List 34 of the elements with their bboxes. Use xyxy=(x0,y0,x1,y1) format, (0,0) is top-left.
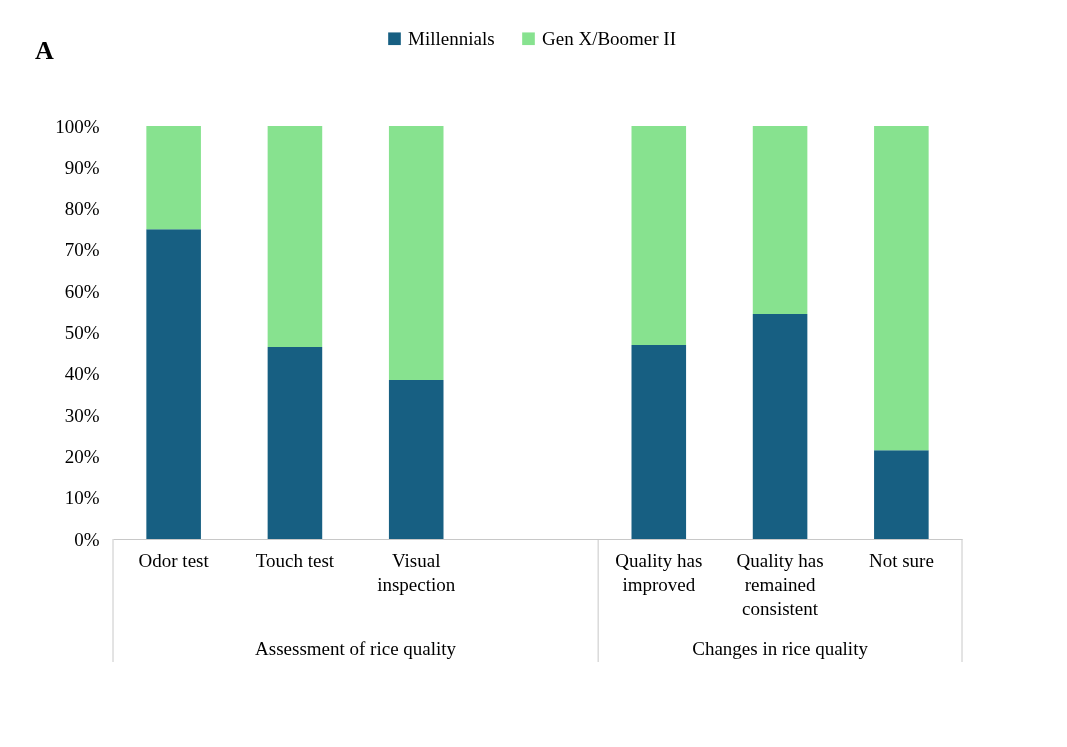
text: Changes in rice quality xyxy=(692,638,869,659)
x-tick-label: Not sure xyxy=(868,549,934,571)
text: Assessment of rice quality xyxy=(255,638,457,659)
legend-label: Millennials xyxy=(408,27,495,49)
x-tick-label: Quality has remained consistent xyxy=(736,549,824,619)
bar xyxy=(146,229,201,539)
x-tick-label: Touch test xyxy=(255,549,335,571)
bar xyxy=(267,126,323,347)
bar xyxy=(267,346,323,539)
bar xyxy=(388,126,444,380)
y-tick-label: 20% xyxy=(64,445,100,467)
bar xyxy=(874,450,929,539)
x-tick-label: Visual inspection xyxy=(377,549,456,595)
bar xyxy=(874,126,929,451)
chart-title: A xyxy=(35,36,54,65)
bar xyxy=(388,380,444,539)
legend-label: Gen X/Boomer II xyxy=(542,27,677,49)
bar xyxy=(631,344,687,539)
y-tick-label: 40% xyxy=(64,363,100,385)
bar xyxy=(752,126,808,314)
x-tick-label: Odor test xyxy=(138,549,210,571)
bar xyxy=(146,126,201,230)
y-tick-label: 70% xyxy=(64,239,100,261)
y-tick-label: 90% xyxy=(64,156,100,178)
y-tick-label: 80% xyxy=(64,198,100,220)
y-tick-label: 100% xyxy=(55,115,100,137)
y-tick-label: 60% xyxy=(64,280,100,302)
bar xyxy=(752,313,808,539)
y-tick-label: 10% xyxy=(64,487,100,509)
y-tick-label: 30% xyxy=(64,404,100,426)
y-tick-label: 0% xyxy=(74,528,100,550)
y-tick-label: 50% xyxy=(64,322,100,343)
bar xyxy=(631,126,687,345)
x-tick-label: Quality has improved xyxy=(615,549,703,595)
